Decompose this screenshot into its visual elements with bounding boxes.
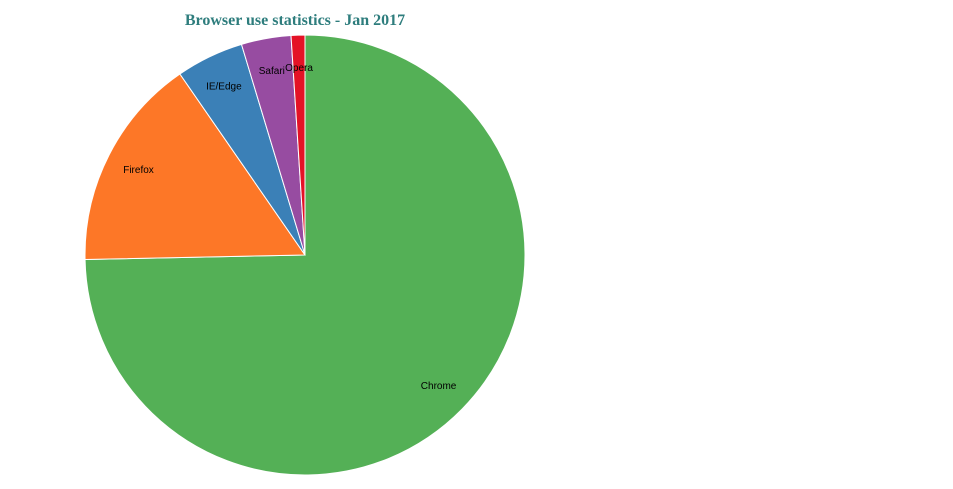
pie-slice-opera xyxy=(290,34,306,256)
pie-label-ie-edge: IE/Edge xyxy=(206,82,242,93)
pie-label-opera: Opera xyxy=(285,63,313,74)
pie-labels: Chrome Firefox IE/Edge Safari Opera xyxy=(123,63,457,392)
chart-title: Browser use statistics - Jan 2017 xyxy=(185,12,405,29)
pie-slices xyxy=(84,34,526,476)
pie-label-firefox: Firefox xyxy=(123,165,154,176)
pie-label-safari: Safari xyxy=(259,66,285,77)
pie-slice-firefox xyxy=(84,73,306,261)
pie-label-chrome: Chrome xyxy=(421,381,457,392)
